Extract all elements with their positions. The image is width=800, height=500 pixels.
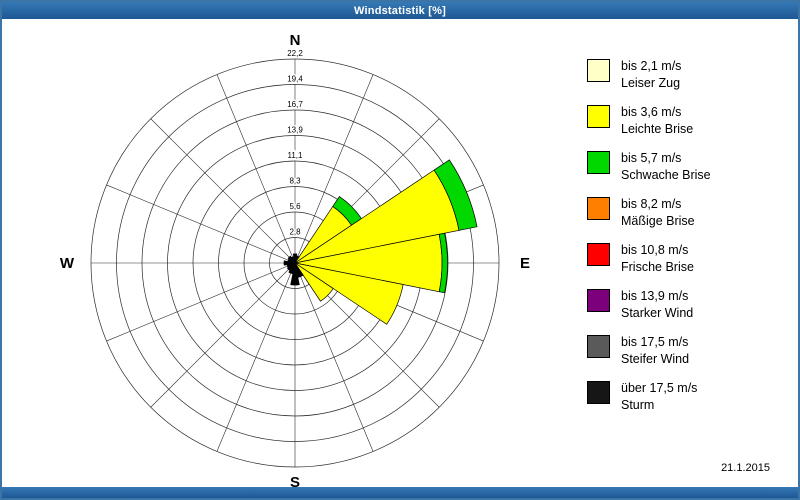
bottom-bar (2, 487, 798, 498)
legend-text: bis 5,7 m/s Schwache Brise (621, 150, 711, 184)
legend-beaufort-name: Schwache Brise (621, 168, 711, 182)
legend-text: bis 13,9 m/s Starker Wind (621, 288, 693, 322)
petal-segment-ESE (294, 262, 404, 325)
title-bar: Windstatistik [%] (2, 2, 798, 19)
chart-area: 2,8 5,6 8,3 11,1 13,9 16,7 19,4 22,2 N S W E bis 2,… (2, 19, 798, 491)
legend-text: über 17,5 m/s Sturm (621, 380, 697, 414)
legend-swatch (587, 59, 610, 82)
legend-item: bis 5,7 m/s Schwache Brise (587, 150, 711, 184)
legend: bis 2,1 m/s Leiser Zug bis 3,6 m/s Leichte … (587, 58, 711, 414)
windrose-chart: 2,8 5,6 8,3 11,1 13,9 16,7 19,4 22,2N S W E (60, 32, 530, 491)
ring-label: 5,6 (289, 202, 301, 211)
legend-text: bis 2,1 m/s Leiser Zug (621, 58, 681, 92)
legend-speed-label: bis 5,7 m/s (621, 151, 682, 165)
petal-segment-NNW (290, 256, 296, 264)
legend-item: bis 10,8 m/s Frische Brise (587, 242, 711, 276)
legend-beaufort-name: Starker Wind (621, 306, 694, 320)
legend-speed-label: bis 8,2 m/s (621, 197, 682, 211)
legend-speed-label: bis 10,8 m/s (621, 243, 689, 257)
legend-item: bis 17,5 m/s Steifer Wind (587, 334, 711, 368)
legend-swatch (587, 289, 610, 312)
legend-text: bis 8,2 m/s Mäßige Brise (621, 196, 695, 230)
ring-label: 2,8 (289, 228, 301, 237)
legend-swatch (587, 105, 610, 128)
petal-segment-S (290, 262, 300, 286)
legend-item: bis 3,6 m/s Leichte Brise (587, 104, 711, 138)
ring-label: 22,2 (287, 49, 303, 58)
petal-segment-ENE (433, 159, 478, 231)
petal-segment-NW (287, 255, 296, 264)
legend-text: bis 10,8 m/s Frische Brise (621, 242, 694, 276)
legend-speed-label: bis 17,5 m/s (621, 335, 689, 349)
legend-swatch (587, 197, 610, 220)
legend-item: bis 13,9 m/s Starker Wind (587, 288, 711, 322)
grid-ring (116, 84, 474, 442)
legend-swatch (587, 335, 610, 358)
petal-segment-N (292, 253, 298, 264)
legend-speed-label: über 17,5 m/s (621, 381, 698, 395)
petal-segment-SE (294, 262, 334, 302)
legend-beaufort-name: Leiser Zug (621, 76, 681, 90)
legend-swatch (587, 151, 610, 174)
compass-label-s: S (290, 474, 300, 491)
legend-item: über 17,5 m/s Sturm (587, 380, 711, 414)
legend-beaufort-name: Leichte Brise (621, 122, 694, 136)
ring-label: 8,3 (289, 177, 301, 186)
legend-item: bis 2,1 m/s Leiser Zug (587, 58, 711, 92)
petal-segment-W (283, 260, 296, 266)
compass-label-w: W (60, 255, 75, 272)
legend-beaufort-name: Steifer Wind (621, 352, 690, 366)
petal-segment-SW (286, 262, 296, 272)
date-label: 21.1.2015 (721, 462, 770, 474)
legend-item: bis 8,2 m/s Mäßige Brise (587, 196, 711, 230)
ring-label: 16,7 (287, 100, 303, 109)
legend-swatch (587, 243, 610, 266)
legend-beaufort-name: Sturm (621, 398, 655, 412)
ring-label: 13,9 (287, 126, 303, 135)
legend-speed-label: bis 13,9 m/s (621, 289, 689, 303)
grid-ring (141, 109, 449, 417)
legend-swatch (587, 381, 610, 404)
compass-label-e: E (520, 255, 530, 272)
window-title: Windstatistik [%] (354, 4, 446, 17)
legend-speed-label: bis 3,6 m/s (621, 105, 682, 119)
legend-text: bis 3,6 m/s Leichte Brise (621, 104, 693, 138)
petal-segment-E (438, 232, 448, 294)
ring-label: 11,1 (288, 151, 304, 160)
compass-label-n: N (290, 32, 301, 49)
grid-ring (90, 58, 500, 468)
legend-beaufort-name: Mäßige Brise (621, 214, 695, 228)
legend-text: bis 17,5 m/s Steifer Wind (621, 334, 689, 368)
legend-speed-label: bis 2,1 m/s (621, 59, 682, 73)
ring-label: 19,4 (287, 75, 303, 84)
legend-beaufort-name: Frische Brise (621, 260, 694, 274)
